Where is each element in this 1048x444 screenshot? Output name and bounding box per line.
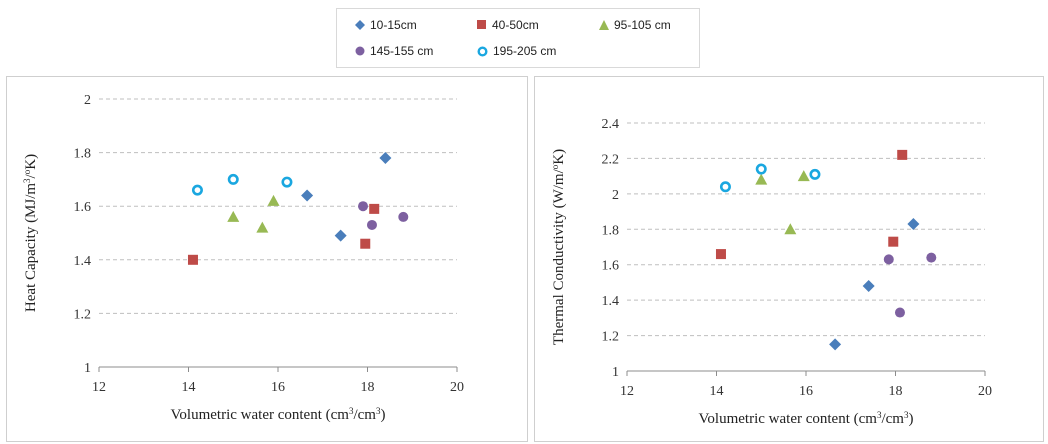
y-axis-title: Heat Capacity (MJ/m3/oK) bbox=[22, 154, 39, 312]
x-tick-label: 20 bbox=[978, 384, 992, 399]
data-point-95-105cm bbox=[227, 210, 240, 222]
x-tick-label: 14 bbox=[182, 380, 196, 395]
heat-capacity-chart: 1 1.2 1.4 1.6 1.8 2 12 14 16 18 20 Volumetric water… bbox=[22, 93, 464, 423]
x-tick-label: 12 bbox=[620, 384, 634, 399]
y-tick-label: 1.8 bbox=[602, 223, 620, 238]
y-tick-label: 2.4 bbox=[602, 117, 620, 132]
data-point-145-155cm bbox=[926, 252, 937, 263]
y-tick-label: 1.4 bbox=[74, 254, 92, 269]
data-point-10-15cm bbox=[301, 189, 314, 202]
data-point-95-105cm bbox=[256, 221, 269, 233]
legend-marker-ring bbox=[477, 46, 488, 56]
y-axis-title: Thermal Conductivity (W/m/oK) bbox=[550, 149, 567, 345]
y-tick-label: 1.4 bbox=[602, 294, 620, 309]
thermal-conductivity-chart-panel: 1 1.2 1.4 1.6 1.8 2 2.2 2.4 12 14 16 18 20 Volumetric… bbox=[534, 76, 1044, 442]
legend-label: 10-15cm bbox=[370, 18, 417, 32]
data-point-195-205cm bbox=[281, 176, 293, 188]
legend-label: 145-155 cm bbox=[370, 44, 434, 58]
data-point-40-50cm bbox=[715, 249, 726, 260]
x-tick-label: 20 bbox=[450, 380, 464, 395]
legend-item-40-50cm: 40-50cm bbox=[477, 18, 539, 32]
legend-marker-diamond bbox=[355, 20, 365, 30]
x-axis-title: Volumetric water content (cm3/cm3) bbox=[699, 410, 914, 427]
data-point-195-205cm bbox=[227, 173, 239, 185]
data-point-10-15cm bbox=[379, 151, 392, 164]
x-axis-title: Volumetric water content (cm3/cm3) bbox=[171, 406, 386, 423]
x-tick-label: 16 bbox=[271, 380, 285, 395]
data-point-10-15cm bbox=[862, 279, 875, 292]
data-point-40-50cm bbox=[360, 238, 371, 249]
y-tick-label: 1.2 bbox=[74, 307, 92, 322]
legend-item-10-15cm: 10-15cm bbox=[355, 18, 417, 32]
data-point-195-205cm bbox=[719, 181, 731, 193]
data-point-40-50cm bbox=[369, 203, 380, 214]
thermal-conductivity-chart: 1 1.2 1.4 1.6 1.8 2 2.2 2.4 12 14 16 18 20 Volumetric… bbox=[550, 117, 992, 427]
data-point-95-105cm bbox=[784, 223, 797, 235]
legend-marker-circle bbox=[355, 46, 365, 56]
legend-marker-square bbox=[477, 20, 486, 29]
chart-legend: 10-15cm 40-50cm 95-105 cm 145-155 cm 195… bbox=[336, 8, 700, 68]
y-tick-label: 1.6 bbox=[602, 259, 620, 274]
y-tick-label: 1.6 bbox=[74, 200, 92, 215]
y-tick-label: 1 bbox=[84, 361, 91, 376]
data-point-40-50cm bbox=[187, 254, 198, 265]
y-tick-label: 1.8 bbox=[74, 147, 92, 162]
data-point-10-15cm bbox=[334, 229, 347, 242]
data-point-145-155cm bbox=[366, 219, 377, 230]
legend-item-195-205cm: 195-205 cm bbox=[477, 44, 556, 58]
data-point-145-155cm bbox=[358, 201, 369, 212]
data-point-95-105cm bbox=[267, 194, 280, 206]
y-tick-label: 2 bbox=[612, 188, 619, 203]
data-point-40-50cm bbox=[897, 149, 908, 160]
x-tick-label: 18 bbox=[361, 380, 375, 395]
x-tick-label: 16 bbox=[799, 384, 813, 399]
data-point-145-155cm bbox=[883, 254, 894, 265]
data-point-10-15cm bbox=[907, 217, 920, 230]
y-tick-label: 2.2 bbox=[602, 152, 620, 167]
data-point-145-155cm bbox=[398, 211, 409, 222]
data-point-10-15cm bbox=[829, 338, 842, 351]
y-tick-label: 2 bbox=[84, 93, 91, 108]
legend-label: 95-105 cm bbox=[614, 18, 671, 32]
data-point-195-205cm bbox=[191, 184, 203, 196]
data-point-195-205cm bbox=[755, 163, 767, 175]
legend-item-95-105cm: 95-105 cm bbox=[599, 18, 671, 32]
data-point-40-50cm bbox=[888, 236, 899, 247]
legend-marker-triangle bbox=[599, 20, 609, 30]
data-point-95-105cm bbox=[797, 170, 810, 182]
x-tick-label: 14 bbox=[710, 384, 724, 399]
x-tick-label: 18 bbox=[889, 384, 903, 399]
heat-capacity-chart-panel: 1 1.2 1.4 1.6 1.8 2 12 14 16 18 20 Volumetric water… bbox=[6, 76, 528, 442]
data-point-145-155cm bbox=[894, 307, 905, 318]
legend-label: 195-205 cm bbox=[493, 44, 557, 58]
x-tick-label: 12 bbox=[92, 380, 106, 395]
data-point-195-205cm bbox=[809, 168, 821, 180]
y-tick-label: 1 bbox=[612, 365, 619, 380]
legend-item-145-155cm: 145-155 cm bbox=[355, 44, 433, 58]
y-tick-label: 1.2 bbox=[602, 330, 620, 345]
legend-label: 40-50cm bbox=[492, 18, 539, 32]
data-point-95-105cm bbox=[755, 173, 768, 185]
